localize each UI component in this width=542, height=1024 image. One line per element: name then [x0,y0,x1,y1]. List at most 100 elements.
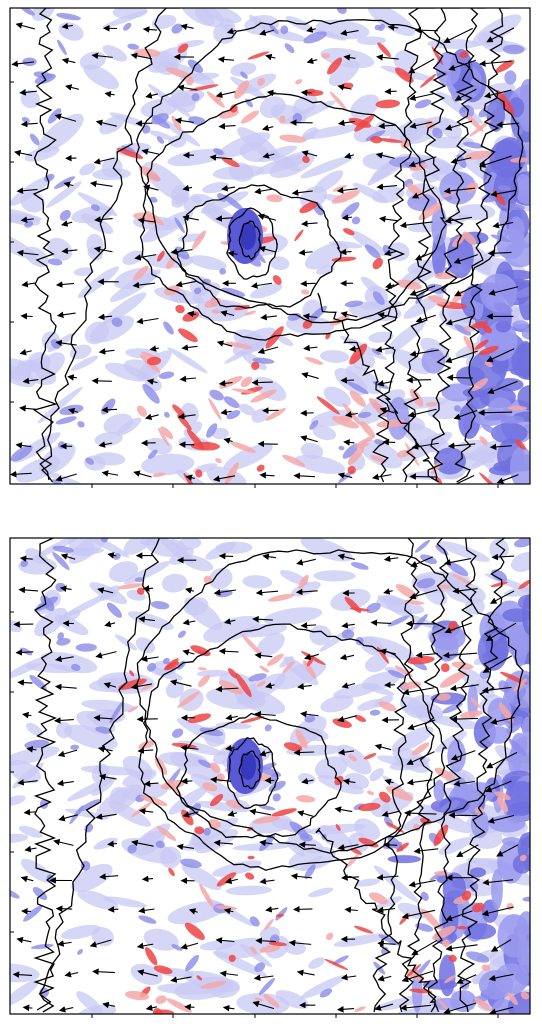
shading [10,230,37,260]
wind-arrow [378,215,398,223]
wind-arrow [375,346,395,353]
shading [103,292,147,324]
wind-arrow [402,687,435,696]
shading [153,965,173,975]
shading [135,637,156,654]
shading [62,592,112,619]
shading [302,155,310,164]
shading [237,127,280,160]
shading [268,941,287,947]
shading [269,256,290,271]
wind-arrow [338,748,355,756]
wind-arrow [103,682,117,689]
shading [353,803,365,811]
shading [427,283,447,294]
shading [507,405,528,411]
wind-arrow [415,651,438,659]
wind-arrow [401,970,434,983]
wind-arrow [337,553,356,560]
shading [244,310,257,316]
shading [325,932,334,941]
shading [508,747,522,775]
wind-arrow [221,184,236,192]
shading [264,918,274,931]
shading [463,923,497,940]
wind-arrow [177,413,196,420]
shading [225,341,253,349]
wind-arrow [454,88,477,101]
wind-arrow [445,350,478,364]
shading [359,439,403,469]
shading [191,230,206,250]
shading [407,183,424,198]
shading [188,803,201,816]
contour [372,8,435,483]
wind-arrow [443,187,476,195]
shading [425,401,438,407]
wind-arrow [18,586,39,594]
shading [517,838,528,859]
wind-arrow [182,214,200,222]
shading [490,581,508,588]
wind-arrow [383,249,398,257]
shading [57,39,67,56]
shading [159,538,195,564]
shading [37,386,83,424]
shading [304,864,316,880]
contour [139,92,447,341]
shading [268,23,279,35]
wind-arrow [16,936,32,944]
shading [238,403,256,416]
shading [20,858,54,884]
shading [206,423,218,438]
shading [29,675,47,691]
shading [152,472,166,478]
wind-arrow [134,254,157,261]
shading [93,837,118,850]
shading [167,347,208,374]
shading [35,352,65,379]
wind-arrow [170,248,193,255]
shading [348,754,358,762]
wind-arrow [481,686,512,694]
wind-arrow [93,157,115,165]
wind-arrow [137,217,156,224]
wind-arrow [377,975,392,982]
shading [279,134,307,143]
wind-arrow [443,1002,477,1014]
shading [354,1006,366,1012]
shading [189,255,227,271]
contour [36,538,180,1011]
shading [375,99,401,109]
shading [251,361,260,370]
shading [300,442,324,459]
shading [55,582,66,592]
wind-arrow [454,283,479,297]
shading [242,575,273,589]
shading [180,858,202,869]
shading [235,673,252,698]
wind-arrow [489,1006,514,1014]
wind-arrow [138,616,156,623]
shading [73,267,95,276]
shading [247,855,255,860]
shading [357,411,372,418]
wind-arrow [107,840,118,848]
shading [370,455,387,463]
shading [518,579,530,590]
wind-arrow [220,310,235,317]
shading [332,718,352,728]
wind-arrow [413,847,439,855]
wind-arrow [489,443,512,451]
wind-arrow [487,380,518,395]
shading [387,855,422,864]
wind-arrow [404,809,437,817]
wind-arrow [174,117,194,124]
shading [313,170,344,193]
wind-arrow [11,60,34,68]
wind-arrow [177,84,198,91]
shading [347,446,365,465]
wind-arrow [254,652,273,659]
wind-arrow [131,839,154,847]
shading [230,62,257,77]
